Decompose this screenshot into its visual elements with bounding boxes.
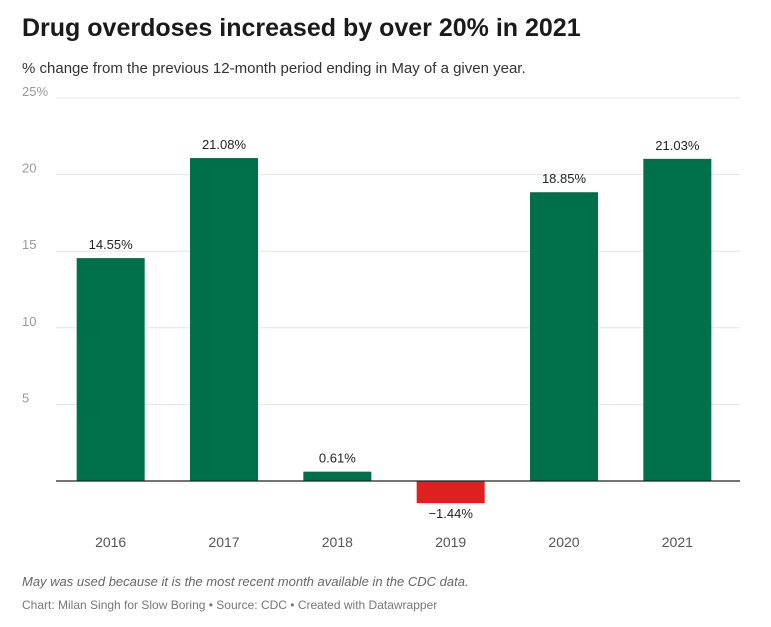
data-label-2016: 14.55% [89,237,134,252]
bar-2021 [643,158,712,481]
bar-2019 [416,481,485,504]
y-tick-label: 5 [22,390,29,405]
chart-note: May was used because it is the most rece… [22,574,469,589]
y-tick-label: 10 [22,314,36,329]
data-label-2018: 0.61% [319,451,356,466]
x-tick-label-2019: 2019 [435,534,466,550]
data-label-2020: 18.85% [542,171,587,186]
x-tick-label-2021: 2021 [662,534,693,550]
y-tick-label: 15 [22,237,36,252]
bar-2016 [76,258,145,481]
x-tick-label-2018: 2018 [322,534,353,550]
chart-byline: Chart: Milan Singh for Slow Boring • Sou… [22,598,438,612]
y-tick-label: 25% [22,84,48,99]
x-tick-label-2020: 2020 [548,534,579,550]
x-tick-label-2016: 2016 [95,534,126,550]
x-tick-label-2017: 2017 [208,534,239,550]
bar-2020 [530,192,598,481]
data-label-2017: 21.08% [202,137,247,152]
y-tick-label: 20 [22,161,36,176]
bar-2017 [190,158,258,482]
data-label-2021: 21.03% [655,138,700,153]
chart-title: Drug overdoses increased by over 20% in … [22,14,581,42]
bar-2018 [303,471,372,481]
chart-subtitle: % change from the previous 12-month peri… [22,60,526,77]
data-label-2019: −1.44% [428,506,473,521]
